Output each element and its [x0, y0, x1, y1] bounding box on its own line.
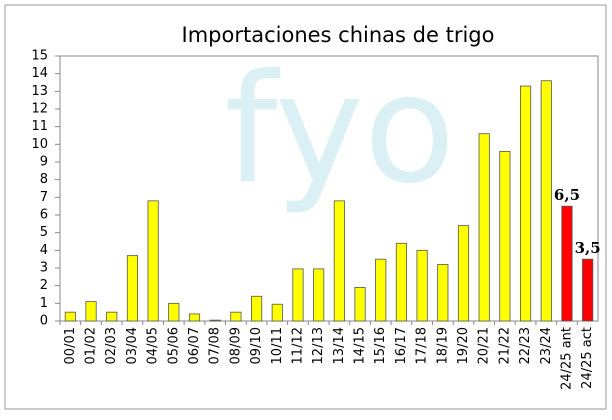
x-tick-label: 09/10 — [249, 327, 264, 364]
bar — [106, 311, 118, 322]
x-tick-label: 23/24 — [539, 327, 554, 364]
value-label: 6,5 — [554, 186, 580, 204]
x-tick-label: 10/11 — [270, 327, 285, 364]
y-tick-label: 11 — [31, 119, 48, 134]
bar — [147, 200, 159, 322]
x-tick-label: 11/12 — [290, 327, 305, 364]
y-tick-label: 9 — [40, 155, 48, 170]
y-tick-label: 8 — [40, 172, 48, 187]
bar — [292, 268, 304, 322]
bar — [85, 301, 97, 322]
bar — [313, 268, 325, 322]
x-tick-label: 17/18 — [415, 327, 430, 364]
bar — [64, 311, 76, 322]
y-tick-label: 12 — [31, 102, 48, 117]
x-tick-label: 24/25 act — [580, 327, 595, 389]
bar — [395, 242, 407, 322]
y-tick-label: 6 — [40, 208, 48, 223]
x-tick-label: 12/13 — [311, 327, 326, 364]
bar — [230, 311, 242, 322]
bar — [168, 302, 180, 322]
y-tick-label: 13 — [31, 84, 48, 99]
bar — [209, 319, 221, 322]
y-tick-label: 0 — [40, 314, 48, 329]
bar — [561, 205, 573, 322]
bar — [478, 133, 490, 322]
bar — [457, 225, 470, 322]
y-tick-label: 2 — [40, 278, 48, 293]
y-tick-label: 3 — [40, 261, 48, 276]
x-tick-label: 05/06 — [166, 327, 181, 364]
x-tick-label: 02/03 — [104, 327, 119, 364]
x-tick-label: 20/21 — [477, 327, 492, 364]
bar — [520, 85, 532, 322]
bar — [582, 258, 594, 322]
bar — [333, 200, 345, 322]
value-label: 3,5 — [575, 239, 601, 257]
x-tick-label: 06/07 — [187, 327, 202, 364]
x-tick-label: 04/05 — [146, 327, 161, 364]
bar — [540, 80, 552, 322]
y-tick-label: 10 — [31, 137, 48, 152]
x-tick-label: 08/09 — [228, 327, 243, 364]
bar — [126, 255, 138, 322]
bar — [375, 258, 387, 322]
watermark: fyo — [225, 43, 456, 217]
chart-title: Importaciones chinas de trigo — [182, 23, 495, 47]
x-tick-label: 14/15 — [353, 327, 368, 364]
x-tick-label: 24/25 ant — [559, 327, 574, 390]
y-tick-label: 5 — [40, 225, 48, 240]
y-tick-label: 15 — [31, 49, 48, 64]
x-tick-label: 18/19 — [435, 327, 450, 364]
x-tick-label: 03/04 — [125, 327, 140, 364]
y-tick-label: 1 — [40, 296, 48, 311]
x-tick-label: 19/20 — [456, 327, 471, 364]
x-tick-label: 07/08 — [208, 327, 223, 364]
bar — [437, 264, 449, 322]
bar — [188, 313, 201, 322]
y-tick-label: 7 — [40, 190, 48, 205]
y-tick-label: 4 — [40, 243, 48, 258]
x-tick-label: 16/17 — [394, 327, 409, 364]
x-tick-label: 21/22 — [497, 327, 512, 364]
bar — [354, 287, 366, 322]
x-tick-label: 13/14 — [332, 327, 347, 364]
bar — [499, 150, 511, 322]
bar — [271, 303, 283, 322]
x-tick-label: 15/16 — [373, 327, 388, 364]
y-tick-label: 14 — [31, 66, 48, 81]
bar — [251, 295, 263, 322]
x-tick-label: 22/23 — [518, 327, 533, 364]
x-tick-label: 01/02 — [84, 327, 99, 364]
bar — [416, 249, 428, 322]
x-tick-label: 00/01 — [63, 327, 78, 364]
